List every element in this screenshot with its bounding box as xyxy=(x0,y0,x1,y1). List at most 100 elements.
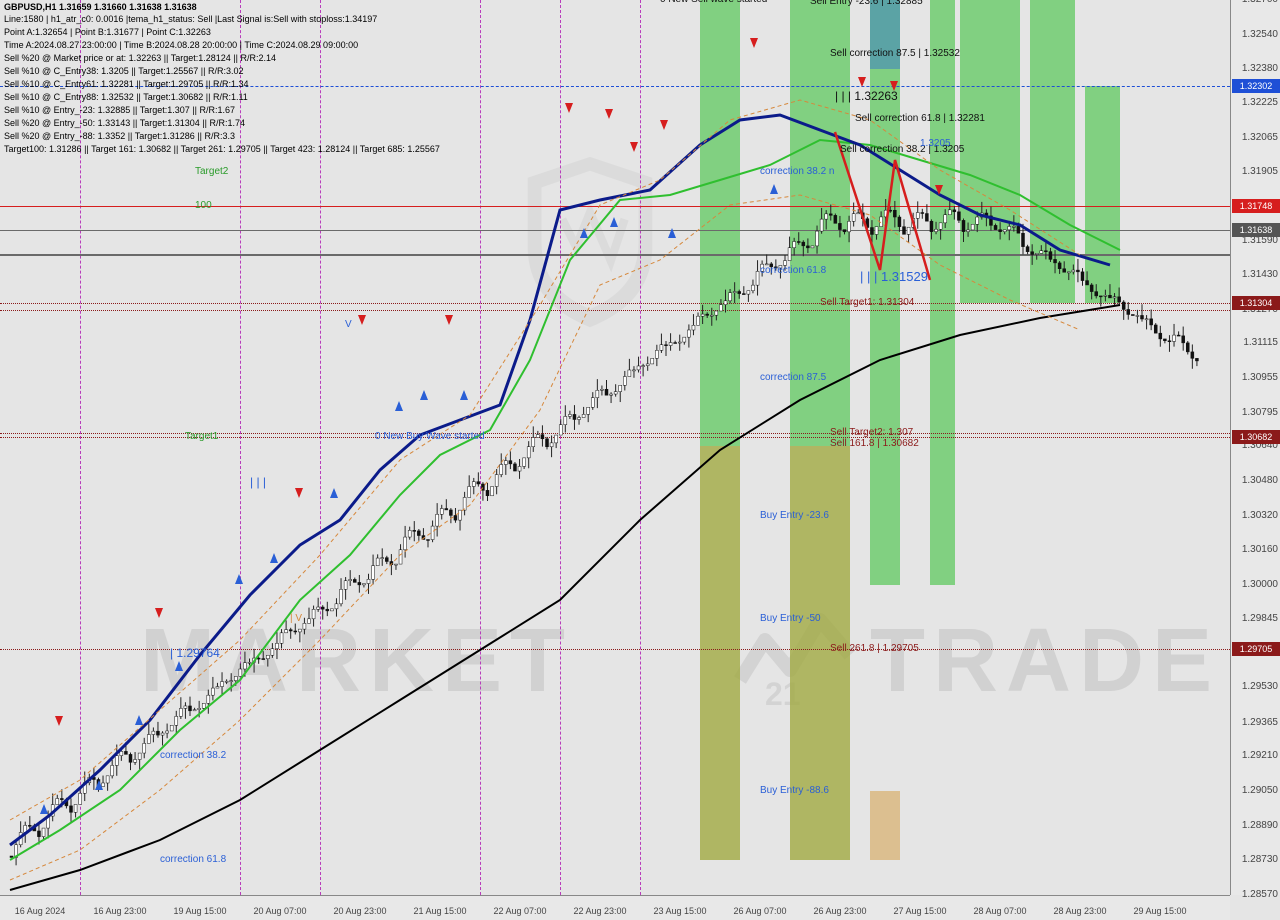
info-line: Line:1580 | h1_atr_c0: 0.0016 |tema_h1_s… xyxy=(4,14,377,24)
y-axis-tick: 1.31115 xyxy=(1232,337,1278,348)
x-axis-tick: 26 Aug 23:00 xyxy=(813,906,866,916)
arrow-down-icon xyxy=(445,315,453,325)
info-line: Sell %10 @ C_Entry61: 1.32281 || Target:… xyxy=(4,79,248,89)
price-level-box: 1.31638 xyxy=(1232,223,1280,237)
chart-annotation: Buy Entry -23.6 xyxy=(760,510,829,521)
arrow-down-icon xyxy=(660,120,668,130)
arrow-up-icon xyxy=(135,715,143,725)
chart-annotation: 100 xyxy=(195,200,212,211)
arrow-up-icon xyxy=(610,217,618,227)
chart-annotation: Sell Target1: 1.31304 xyxy=(820,297,914,308)
chart-annotation: Sell 261.8 | 1.29705 xyxy=(830,643,919,654)
y-axis-tick: 1.30955 xyxy=(1232,372,1278,383)
arrow-down-icon xyxy=(565,103,573,113)
x-axis-tick: 28 Aug 07:00 xyxy=(973,906,1026,916)
chart-annotation: Sell Target2: 1.307 xyxy=(830,427,913,438)
y-axis-tick: 1.32065 xyxy=(1232,132,1278,143)
chart-annotation: 1.3205 xyxy=(920,138,951,149)
y-axis-tick: 1.29050 xyxy=(1232,785,1278,796)
arrow-down-icon xyxy=(858,77,866,87)
chart-annotation: | | | 1.31529 xyxy=(860,269,928,284)
y-axis-tick: 1.30000 xyxy=(1232,579,1278,590)
x-axis-tick: 23 Aug 15:00 xyxy=(653,906,706,916)
arrow-down-icon xyxy=(55,716,63,726)
chart-area[interactable]: MARKET 21 TRADE GBPUSD,H1 1.31659 1.3166… xyxy=(0,0,1230,895)
arrow-down-icon xyxy=(295,488,303,498)
chart-annotation: Sell 161.8 | 1.30682 xyxy=(830,438,919,449)
price-level-box: 1.30682 xyxy=(1232,430,1280,444)
chart-annotation: correction 61.8 xyxy=(760,265,826,276)
x-axis-tick: 26 Aug 07:00 xyxy=(733,906,786,916)
price-level-box: 1.31748 xyxy=(1232,199,1280,213)
info-line: Time A:2024.08.27 23:00:00 | Time B:2024… xyxy=(4,40,358,50)
x-axis-tick: 16 Aug 23:00 xyxy=(93,906,146,916)
arrow-up-icon xyxy=(270,553,278,563)
chart-annotation: 0 New Buy Wave started xyxy=(375,431,485,442)
arrow-up-icon xyxy=(395,401,403,411)
y-axis-tick: 1.29845 xyxy=(1232,613,1278,624)
y-axis-tick: 1.32700 xyxy=(1232,0,1278,5)
y-axis-tick: 1.30320 xyxy=(1232,510,1278,521)
arrow-down-icon xyxy=(935,185,943,195)
price-level-box: 1.29705 xyxy=(1232,642,1280,656)
y-axis-tick: 1.32540 xyxy=(1232,29,1278,40)
x-axis-tick: 21 Aug 15:00 xyxy=(413,906,466,916)
arrow-down-icon xyxy=(358,315,366,325)
info-line: Target100: 1.31286 || Target 161: 1.3068… xyxy=(4,144,440,154)
arrow-up-icon xyxy=(580,228,588,238)
y-axis-tick: 1.31905 xyxy=(1232,166,1278,177)
price-level-box: 1.32302 xyxy=(1232,79,1280,93)
chart-annotation: correction 38.2 xyxy=(160,750,226,761)
arrow-up-icon xyxy=(420,390,428,400)
chart-annotation: | | | 1.32263 xyxy=(835,89,898,103)
y-axis-tick: 1.30480 xyxy=(1232,475,1278,486)
x-axis: 16 Aug 202416 Aug 23:0019 Aug 15:0020 Au… xyxy=(0,895,1230,920)
y-axis-tick: 1.32225 xyxy=(1232,97,1278,108)
arrow-up-icon xyxy=(235,574,243,584)
y-axis-tick: 1.28890 xyxy=(1232,820,1278,831)
y-axis-tick: 1.28570 xyxy=(1232,889,1278,900)
info-line: Sell %20 @ Entry_-50: 1.33143 || Target:… xyxy=(4,118,245,128)
chart-annotation: correction 87.5 xyxy=(760,372,826,383)
y-axis-tick: 1.30160 xyxy=(1232,544,1278,555)
y-axis-tick: 1.28730 xyxy=(1232,854,1278,865)
info-line: Sell %10 @ Entry_-23: 1.32885 || Target:… xyxy=(4,105,235,115)
y-axis-tick: 1.29210 xyxy=(1232,750,1278,761)
chart-annotation: V xyxy=(345,319,352,330)
arrow-down-icon xyxy=(750,38,758,48)
arrow-down-icon xyxy=(630,142,638,152)
price-level-box: 1.31304 xyxy=(1232,296,1280,310)
arrow-up-icon xyxy=(330,488,338,498)
arrow-up-icon xyxy=(668,228,676,238)
x-axis-tick: 20 Aug 07:00 xyxy=(253,906,306,916)
info-line: Sell %20 @ Market price or at: 1.32263 |… xyxy=(4,53,276,63)
y-axis-tick: 1.32380 xyxy=(1232,63,1278,74)
info-line: Sell %10 @ C_Entry88: 1.32532 || Target:… xyxy=(4,92,248,102)
arrow-down-icon xyxy=(605,109,613,119)
chart-annotation: Buy Entry -50 xyxy=(760,613,821,624)
y-axis-tick: 1.29530 xyxy=(1232,681,1278,692)
chart-annotation: correction 61.8 xyxy=(160,854,226,865)
arrow-down-icon xyxy=(155,608,163,618)
chart-annotation: | 1.29764 xyxy=(170,646,220,660)
info-line: Point A:1.32654 | Point B:1.31677 | Poin… xyxy=(4,27,211,37)
x-axis-tick: 28 Aug 23:00 xyxy=(1053,906,1106,916)
chart-annotation: 0 New Sell wave started xyxy=(660,0,767,5)
chart-annotation: Target2 xyxy=(195,166,228,177)
arrow-up-icon xyxy=(95,780,103,790)
x-axis-tick: 29 Aug 15:00 xyxy=(1133,906,1186,916)
arrow-up-icon xyxy=(175,661,183,671)
y-axis-tick: 1.29365 xyxy=(1232,717,1278,728)
chart-annotation: | V xyxy=(290,613,302,624)
symbol-header: GBPUSD,H1 1.31659 1.31660 1.31638 1.3163… xyxy=(4,2,197,12)
x-axis-tick: 20 Aug 23:00 xyxy=(333,906,386,916)
y-axis-tick: 1.31430 xyxy=(1232,269,1278,280)
x-axis-tick: 22 Aug 23:00 xyxy=(573,906,626,916)
chart-annotation: | | | xyxy=(250,475,266,489)
x-axis-tick: 16 Aug 2024 xyxy=(15,906,66,916)
info-line: Sell %20 @ Entry_-88: 1.3352 || Target:1… xyxy=(4,131,235,141)
arrow-up-icon xyxy=(40,804,48,814)
chart-annotation: correction 38.2 n xyxy=(760,166,835,177)
y-axis: 1.32700 1.32540 1.32380 1.32225 1.32065 1.319… xyxy=(1230,0,1280,895)
arrow-up-icon xyxy=(460,390,468,400)
